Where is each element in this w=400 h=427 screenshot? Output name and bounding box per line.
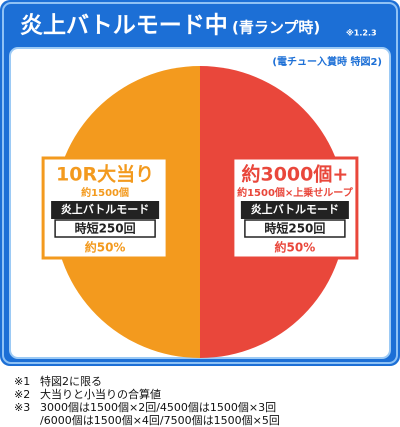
chart-title: 炎上バトルモード中: [20, 13, 228, 39]
slice-sublabel: 約1500個×上乗せループ: [237, 186, 354, 199]
note-mark: ※2: [14, 388, 30, 401]
note-text: 大当りと小当りの合算値: [40, 387, 161, 401]
jitan-box: [54, 219, 156, 238]
note-text: /6000個は1500個×4回/7500個は1500個×5回: [40, 414, 280, 427]
value-label: 約50%: [275, 240, 316, 255]
mode-label: 炎上バトルモード: [61, 202, 149, 216]
note-text: 特図2に限る: [40, 374, 102, 388]
value-label: 約50%: [85, 240, 126, 255]
frame-border: [2, 2, 398, 364]
pie: 10R大当り約1500個炎上バトルモード時短250回約50%約3000個+約15…: [41, 66, 359, 358]
chart-subtitle: (電チュー入賞時 特図2): [272, 55, 382, 68]
slice-label: 10R大当り: [56, 163, 154, 186]
mode-label: 炎上バトルモード: [251, 202, 339, 216]
note-text: 3000個は1500個×2回/4500個は1500個×3回: [40, 401, 276, 414]
slice-label: 約3000個+: [241, 163, 348, 186]
notes: ※1 特図2に限る ※2 大当りと小当りの合算値 ※3 3000個は1500個×2回/45…: [14, 374, 280, 427]
slice-sublabel: 約1500個: [81, 186, 129, 199]
mode-bar: [240, 201, 349, 219]
chart-title-sub: (青ランプ時): [232, 19, 320, 37]
note-mark: ※1: [14, 375, 30, 388]
jitan-label: 時短250回: [75, 221, 136, 236]
note-mark: ※3: [14, 401, 30, 414]
mode-bar: [51, 201, 160, 219]
jitan-box: [244, 219, 346, 238]
jitan-label: 時短250回: [264, 221, 325, 236]
chart-title-note: ※1.2.3: [346, 28, 377, 38]
